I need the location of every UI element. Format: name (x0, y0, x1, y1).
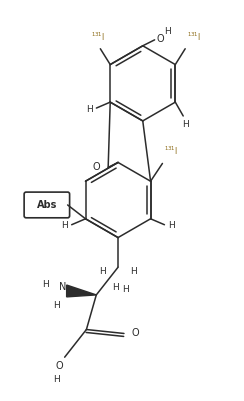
Text: $^{131}$I: $^{131}$I (187, 30, 201, 43)
Text: $^{131}$I: $^{131}$I (91, 30, 105, 43)
Text: H: H (182, 120, 189, 129)
Text: H: H (164, 27, 171, 36)
Text: H: H (86, 105, 92, 113)
Text: H: H (112, 282, 119, 292)
Text: H: H (130, 267, 137, 275)
Text: O: O (132, 328, 140, 338)
Text: O: O (157, 34, 164, 44)
Text: N: N (59, 282, 66, 292)
Text: O: O (93, 162, 100, 172)
Text: H: H (42, 279, 49, 289)
Text: O: O (55, 361, 63, 371)
Text: $^{131}$I: $^{131}$I (164, 145, 178, 158)
Text: H: H (53, 301, 60, 310)
Text: H: H (53, 375, 60, 384)
Text: H: H (61, 221, 68, 230)
Text: H: H (168, 221, 175, 230)
Text: H: H (122, 285, 129, 294)
Polygon shape (67, 285, 96, 297)
Text: H: H (100, 267, 106, 275)
FancyBboxPatch shape (24, 192, 70, 218)
Text: Abs: Abs (37, 200, 57, 210)
